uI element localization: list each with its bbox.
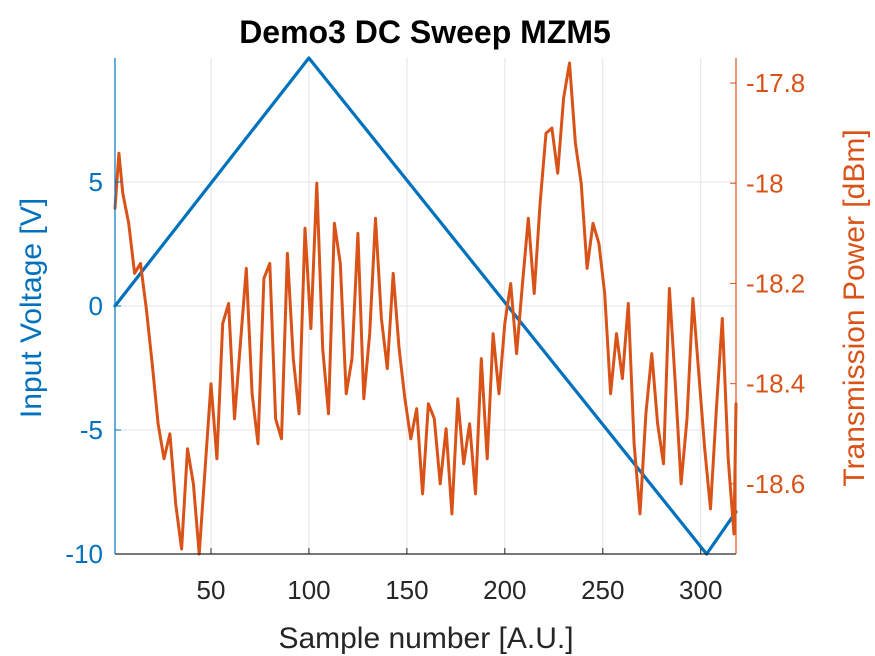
left-y-tick-label: 5 (89, 167, 103, 197)
x-tick-label: 300 (679, 575, 722, 605)
right-y-tick-label: -17.8 (746, 68, 805, 98)
right-y-tick-label: -18.6 (746, 469, 805, 499)
right-y-tick-label: -18.2 (746, 268, 805, 298)
x-tick-label: 50 (197, 575, 226, 605)
left-y-axis-label: Input Voltage [V] (15, 198, 48, 418)
x-axis-label: Sample number [A.U.] (278, 622, 573, 655)
transmission-power-line (113, 61, 738, 556)
x-tick-label: 150 (385, 575, 428, 605)
plot-series (113, 56, 738, 556)
chart-title: Demo3 DC Sweep MZM5 (239, 14, 611, 50)
left-y-tick-label: 0 (89, 291, 103, 321)
right-y-tick-label: -18 (746, 168, 784, 198)
tick-labels: 50 100 150 200 250 300 -10 -5 0 5 -18.6 -18.4 -18.2 -… (65, 68, 805, 605)
x-tick-label: 200 (483, 575, 526, 605)
axes-frame (114, 58, 737, 555)
x-tick-label: 100 (287, 575, 330, 605)
right-y-tick-label: -18.4 (746, 369, 805, 399)
left-y-tick-label: -10 (65, 539, 103, 569)
left-y-tick-label: -5 (80, 415, 103, 445)
right-y-axis-label: Transmission Power [dBm] (838, 129, 871, 486)
x-tick-label: 250 (581, 575, 624, 605)
